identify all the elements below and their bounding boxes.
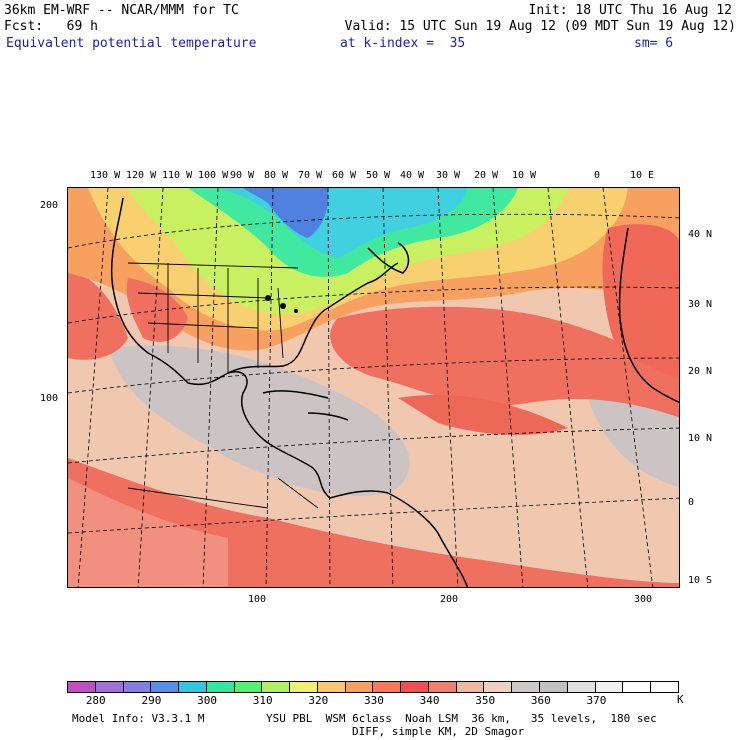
field-blue-hudson — [243, 188, 329, 238]
colorbar-label: 320 — [308, 694, 329, 707]
colorbar-swatch — [68, 682, 96, 692]
colorbar-swatch — [345, 682, 374, 692]
colorbar-swatch — [95, 682, 124, 692]
lon-label: 10 W — [512, 170, 537, 181]
field-red-us-west — [126, 278, 188, 342]
colorbar-swatch — [373, 682, 402, 692]
smoothing-label: sm= 6 — [634, 36, 674, 51]
map-panel — [67, 187, 680, 588]
colorbar-label: 370 — [586, 694, 607, 707]
level-label: at k-index = 35 — [340, 36, 466, 51]
model-title: 36km EM-WRF -- NCAR/MMM for TC — [4, 3, 239, 18]
colorbar-swatch — [401, 682, 429, 692]
lon-label: 30 W — [436, 170, 461, 181]
physics-info: YSU PBL WSM 6class Noah LSM 36 km, 35 le… — [266, 712, 657, 725]
lon-label: 100 W — [198, 170, 229, 181]
colorbar-swatch — [651, 682, 678, 692]
colorbar-swatch — [179, 682, 207, 692]
field-grey-east — [588, 394, 679, 488]
diffusion-info: DIFF, simple KM, 2D Smagor — [352, 725, 525, 738]
colorbar-swatch — [123, 682, 152, 692]
field-red-sw — [68, 478, 228, 587]
valid-time: Valid: 15 UTC Sun 19 Aug 12 (09 MDT Sun … — [344, 19, 736, 34]
colorbar-swatch — [262, 682, 291, 692]
lat-label: 30 N — [688, 299, 713, 310]
lon-label: 10 E — [630, 170, 655, 181]
lat-label: 20 N — [688, 366, 713, 377]
lat-label: 0 — [688, 497, 695, 508]
colorbar-swatch — [317, 682, 346, 692]
colorbar-label: 310 — [252, 694, 273, 707]
map-image — [68, 188, 679, 587]
political-borders — [127, 262, 319, 509]
lat-label: 10 S — [688, 575, 713, 586]
colorbar-swatch — [456, 682, 485, 692]
colorbar-swatch — [540, 682, 568, 692]
lon-label: 50 W — [366, 170, 391, 181]
colorbar-swatch — [512, 682, 541, 692]
lon-label: 110 W — [162, 170, 193, 181]
colorbar-label: 330 — [364, 694, 384, 707]
field-title: Equivalent potential temperature — [6, 36, 257, 51]
lon-label: 80 W — [264, 170, 289, 181]
colorbar-label: 300 — [197, 694, 217, 707]
great-lakes — [265, 295, 298, 313]
field-grey-caribbean — [108, 345, 410, 497]
colorbar-label: 350 — [475, 694, 496, 707]
grid-label-left: 100 — [40, 393, 59, 404]
coastlines — [110, 197, 679, 587]
field-red-west — [68, 268, 128, 360]
colorbar-label: 290 — [141, 694, 162, 707]
colorbar-swatch — [428, 682, 457, 692]
grid-label-left: 200 — [40, 200, 59, 211]
field-red-mid-atlantic — [398, 394, 568, 435]
colorbar-swatch — [623, 682, 652, 692]
colorbar — [67, 681, 679, 693]
colorbar-swatch — [206, 682, 235, 692]
colorbar-swatch — [484, 682, 513, 692]
lon-label: 70 W — [298, 170, 323, 181]
lon-label: 90 W — [230, 170, 255, 181]
lat-label: 10 N — [688, 433, 713, 444]
graticule — [68, 188, 679, 587]
colorbar-swatch — [567, 682, 596, 692]
lon-label: 20 W — [474, 170, 499, 181]
lon-label: 0 — [594, 170, 601, 181]
field-red-atlantic — [330, 306, 679, 418]
colorbar-label: 340 — [419, 694, 440, 707]
colorbar-swatch — [595, 682, 624, 692]
grid-label-bottom: 200 — [440, 594, 459, 605]
model-info: Model Info: V3.3.1 M — [72, 712, 205, 725]
lon-label: 40 W — [400, 170, 425, 181]
colorbar-swatch — [151, 682, 180, 692]
colorbar-label: 360 — [530, 694, 551, 707]
colorbar-swatch — [234, 682, 263, 692]
lon-label: 60 W — [332, 170, 357, 181]
grid-label-bottom: 100 — [248, 594, 267, 605]
field-red-iberia — [602, 224, 679, 378]
forecast-hour: Fcst: 69 h — [4, 19, 98, 34]
colorbar-swatch — [290, 682, 318, 692]
init-time: Init: 18 UTC Thu 16 Aug 12 — [528, 3, 733, 18]
grid-label-bottom: 300 — [634, 594, 653, 605]
lat-label: 40 N — [688, 229, 713, 240]
lon-label: 130 W — [90, 170, 121, 181]
lon-label: 120 W — [126, 170, 157, 181]
colorbar-unit: K — [677, 693, 684, 706]
colorbar-label: 280 — [85, 694, 106, 707]
